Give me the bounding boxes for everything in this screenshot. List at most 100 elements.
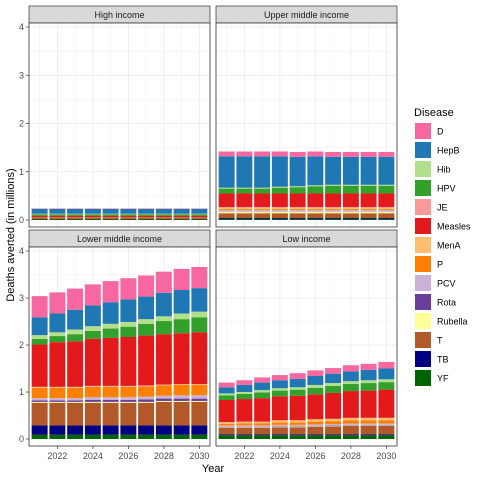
bar-segment-t	[138, 402, 155, 426]
bar-segment-pcv	[155, 395, 172, 399]
bar-segment-pcv	[218, 209, 235, 211]
bar-segment-tb	[271, 218, 288, 220]
bar-segment-hepb	[102, 302, 119, 324]
bar-segment-tb	[325, 218, 342, 220]
bar-segment-measles	[325, 193, 342, 207]
bar-segment-t	[84, 218, 101, 220]
bar-segment-t	[191, 218, 208, 220]
legend-label: P	[437, 260, 443, 270]
bar-segment-p	[342, 208, 359, 210]
bar-segment-hib	[218, 187, 235, 189]
bar-segment-yf	[31, 219, 48, 220]
bar-segment-hpv	[271, 187, 288, 194]
bar-segment-t	[218, 213, 235, 219]
bar-segment-d	[271, 151, 288, 157]
bar-segment-hepb	[218, 156, 235, 188]
bar-segment-hepb	[138, 208, 155, 214]
bar-segment-tb	[49, 425, 66, 435]
bar-segment-measles	[31, 215, 48, 218]
bar-segment-hepb	[31, 208, 48, 214]
bar-segment-hepb	[360, 369, 377, 381]
legend-swatch-t	[415, 332, 431, 348]
bar-segment-t	[84, 402, 101, 426]
bar-segment-yf	[236, 219, 253, 220]
bar-segment-mena	[254, 421, 271, 424]
bar-segment-hib	[360, 184, 377, 186]
legend-swatch-rota	[415, 294, 431, 310]
bar-segment-pcv	[102, 397, 119, 400]
bar-segment-pcv	[254, 425, 271, 427]
bar-segment-hib	[342, 381, 359, 385]
bar-segment-hib	[325, 184, 342, 186]
bar-segment-hepb	[49, 208, 66, 214]
bar-segment-mena	[325, 207, 342, 209]
bar-segment-yf	[271, 435, 288, 439]
bar-segment-rubella	[31, 401, 48, 403]
bar-segment-measles	[218, 193, 235, 207]
facet-title: High income	[94, 10, 144, 20]
bar-segment-p	[218, 423, 235, 426]
y-tick-label: 2	[19, 340, 24, 350]
bar-segment-measles	[31, 344, 48, 387]
bar-segment-t	[67, 218, 84, 220]
bar-segment-mena	[342, 417, 359, 421]
panel-background	[29, 23, 210, 227]
bar-segment-t	[289, 427, 306, 435]
bar-segment-hib	[271, 388, 288, 391]
bar-segment-tb	[307, 434, 324, 436]
bar-segment-je	[342, 206, 359, 208]
bar-segment-yf	[102, 219, 119, 220]
legend-label: HPV	[437, 184, 456, 194]
bar-segment-yf	[138, 219, 155, 220]
legend-swatch-mena	[415, 237, 431, 253]
bar-segment-measles	[236, 399, 253, 422]
bar-segment-yf	[49, 219, 66, 220]
bar-segment-je	[360, 206, 377, 208]
bar-segment-tb	[289, 218, 306, 220]
bar-segment-hpv	[49, 336, 66, 343]
bar-segment-hpv	[289, 187, 306, 194]
bar-segment-hpv	[138, 323, 155, 336]
bar-segment-yf	[325, 219, 342, 220]
bar-segment-t	[173, 218, 190, 220]
bar-segment-hib	[289, 387, 306, 390]
bar-segment-yf	[254, 219, 271, 220]
panel-border	[28, 246, 211, 447]
x-tick-label: 2030	[189, 451, 209, 461]
bar-segment-measles	[155, 215, 172, 218]
bar-segment-p	[307, 208, 324, 210]
bar-segment-tb	[191, 425, 208, 435]
bar-segment-d	[289, 151, 306, 157]
bar-segment-rubella	[67, 401, 84, 403]
bar-segment-t	[307, 426, 324, 435]
bar-segment-hpv	[325, 385, 342, 393]
bar-segment-pcv	[271, 424, 288, 427]
legend-swatch-hepb	[415, 142, 431, 158]
bar-segment-yf	[173, 219, 190, 220]
x-tick-label: 2026	[118, 451, 138, 461]
bar-segment-tb	[102, 425, 119, 435]
bar-segment-hib	[218, 393, 235, 396]
bar-segment-t	[289, 213, 306, 219]
bar-segment-hpv	[342, 384, 359, 392]
legend-swatch-hib	[415, 161, 431, 177]
bar-segment-p	[236, 208, 253, 210]
legend-label: JE	[437, 203, 448, 213]
bar-segment-hepb	[342, 156, 359, 185]
bar-segment-hib	[325, 383, 342, 386]
bar-segment-t	[173, 401, 190, 426]
x-tick-label: 2028	[154, 451, 174, 461]
bar-segment-pcv	[191, 395, 208, 399]
bar-segment-hepb	[378, 368, 395, 380]
legend-label: TB	[437, 355, 449, 365]
bar-segment-pcv	[342, 423, 359, 425]
bar-segment-yf	[218, 435, 235, 439]
x-tick-label: 2024	[83, 451, 103, 461]
bar-segment-d	[254, 377, 271, 383]
bar-segment-measles	[254, 398, 271, 422]
bar-segment-d	[378, 361, 395, 369]
bar-segment-hepb	[67, 309, 84, 330]
bar-segment-t	[254, 213, 271, 219]
bar-segment-hepb	[254, 156, 271, 188]
bar-segment-hpv	[307, 387, 324, 395]
